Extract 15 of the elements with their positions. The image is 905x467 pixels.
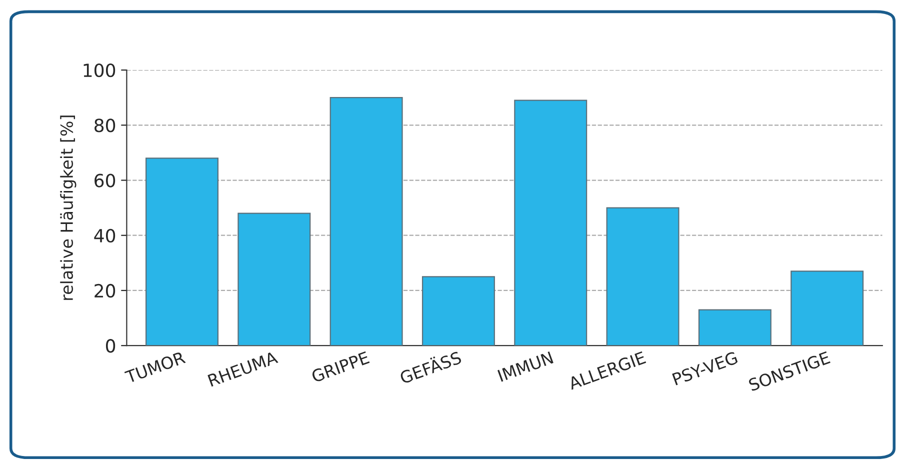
bar bbox=[514, 100, 588, 346]
bar bbox=[422, 276, 495, 346]
bar bbox=[330, 97, 403, 346]
bar bbox=[238, 212, 311, 346]
y-tick-label: 60 bbox=[94, 174, 116, 188]
bar bbox=[698, 309, 772, 346]
y-tick-label: 80 bbox=[94, 118, 116, 132]
y-axis-title: relative Häufigkeit [%] bbox=[60, 116, 76, 300]
bar bbox=[146, 158, 218, 346]
y-tick-label: 20 bbox=[94, 284, 116, 298]
y-tick-label: 0 bbox=[106, 339, 116, 353]
bar bbox=[606, 207, 680, 346]
bar bbox=[790, 270, 864, 346]
y-tick-label: 40 bbox=[94, 228, 116, 242]
y-tick-label: 100 bbox=[84, 64, 116, 78]
